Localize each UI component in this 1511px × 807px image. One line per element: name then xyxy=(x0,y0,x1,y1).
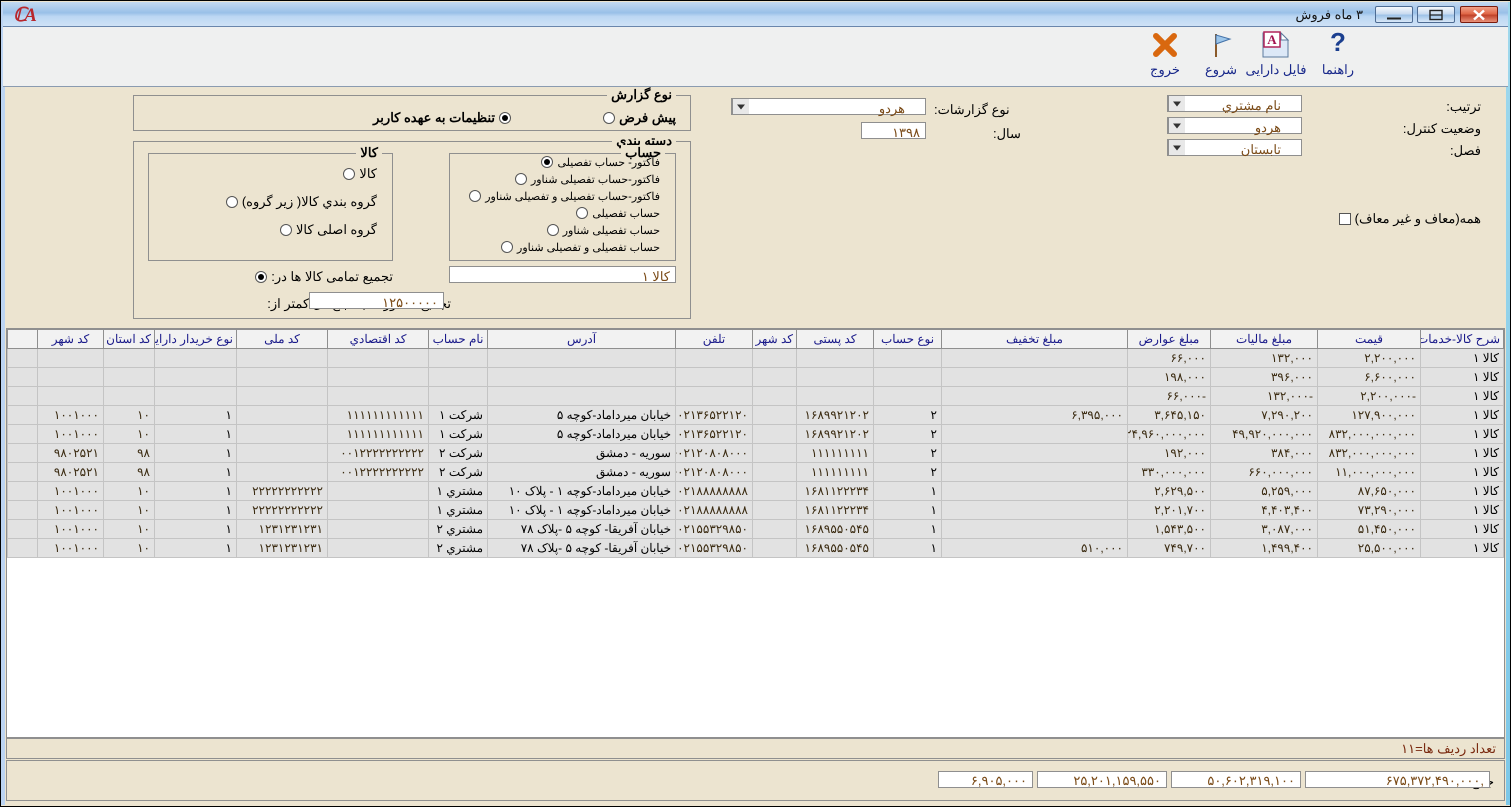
svg-text:?: ? xyxy=(1330,31,1346,57)
svg-text:A: A xyxy=(1267,32,1277,47)
